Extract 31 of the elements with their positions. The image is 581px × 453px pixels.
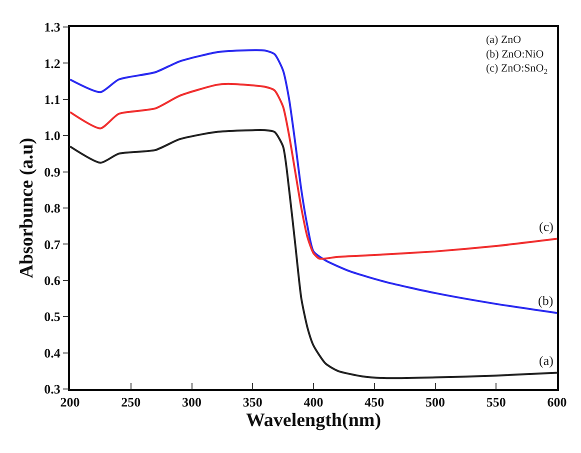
y-axis-title: Absorbunce (a.u): [16, 138, 38, 278]
y-tick-label: 1.1: [44, 92, 60, 107]
y-tick-label: 1.2: [44, 56, 60, 71]
annotation: (a) ZnO: [486, 34, 522, 46]
series-label: (b): [538, 293, 554, 308]
y-tick-label: 0.8: [44, 200, 61, 216]
annotation: (c) ZnO:SnO$_{2}$: [486, 62, 548, 76]
x-tick-label: 400: [304, 394, 324, 410]
y-tick-label: 0.7: [44, 236, 61, 252]
line-series: [70, 129, 557, 380]
line-series: [70, 49, 557, 314]
x-tick-label: 600: [547, 394, 567, 410]
line-series: [70, 82, 557, 260]
series-label: (a): [539, 353, 554, 368]
x-tick-label: 200: [60, 394, 80, 410]
y-tick-label: 1.0: [44, 128, 60, 144]
y-tick-label: 0.6: [44, 272, 61, 288]
y-tick-label: 0.3: [44, 382, 61, 397]
x-tick-label: 350: [242, 394, 262, 410]
x-tick-label: 300: [182, 394, 202, 410]
y-tick-label: 0.9: [44, 164, 61, 180]
x-tick-label: 500: [426, 394, 445, 410]
y-tick-label: 0.5: [44, 309, 61, 324]
series-label: (c): [539, 219, 554, 234]
x-tick-label: 250: [121, 394, 141, 410]
y-tick-label: 0.4: [44, 345, 61, 360]
x-axis-title: Wavelength(nm): [246, 410, 382, 431]
x-tick-label: 450: [364, 394, 384, 410]
annotation: (b) ZnO:NiO: [486, 48, 544, 60]
x-tick-label: 550: [486, 394, 506, 410]
y-tick-label: 1.3: [44, 20, 61, 35]
